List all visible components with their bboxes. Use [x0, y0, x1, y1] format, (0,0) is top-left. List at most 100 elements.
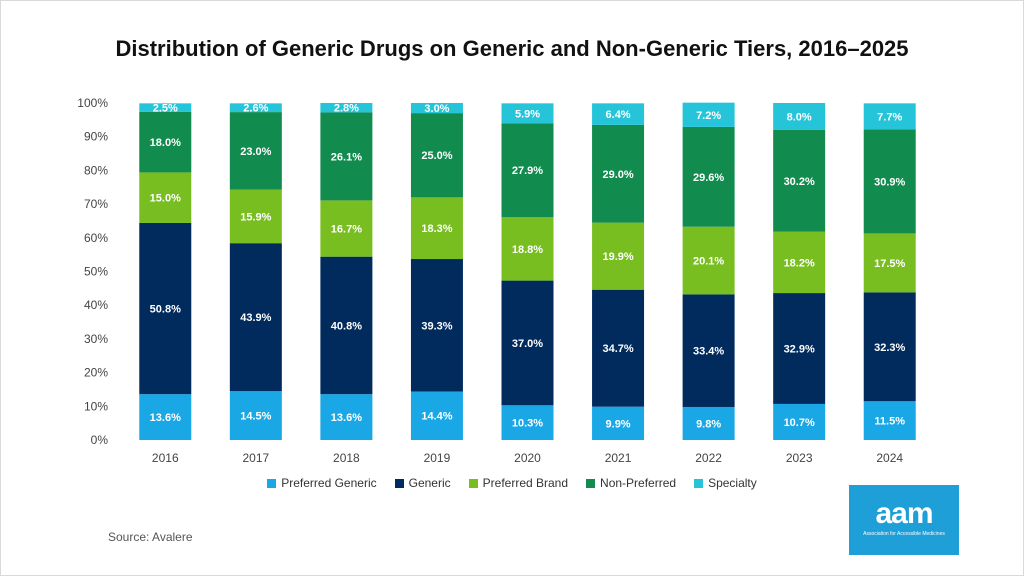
bar-segment	[320, 103, 373, 113]
data-label: 26.1%	[331, 151, 362, 163]
y-tick-label: 40%	[84, 298, 108, 312]
y-tick-label: 90%	[84, 130, 108, 144]
bar-segment	[410, 259, 463, 392]
x-tick-label: 2022	[695, 451, 722, 465]
bar-segment	[592, 222, 645, 290]
bar-segment	[229, 391, 282, 440]
y-tick-label: 50%	[84, 265, 108, 279]
bar-segment	[773, 103, 826, 130]
legend-item: Preferred Brand	[468, 476, 568, 490]
chart-title: Distribution of Generic Drugs on Generic…	[115, 36, 909, 61]
bar-segment	[229, 189, 282, 244]
data-label: 18.0%	[150, 137, 181, 149]
logo-subtitle: Association for Accessible Medicines	[863, 531, 945, 537]
y-tick-label: 70%	[84, 197, 108, 211]
data-label: 14.5%	[240, 411, 271, 423]
data-label: 10.7%	[784, 417, 815, 429]
bar-segment	[229, 112, 282, 190]
data-label: 11.5%	[874, 416, 905, 428]
bar-segment	[592, 406, 645, 440]
bar-segment	[682, 406, 735, 440]
x-tick-label: 2019	[424, 451, 451, 465]
data-label: 5.9%	[515, 108, 540, 120]
data-label: 9.8%	[696, 418, 721, 430]
y-tick-label: 10%	[84, 399, 108, 413]
data-label: 33.4%	[693, 346, 724, 358]
x-tick-label: 2023	[786, 451, 813, 465]
bar-segment	[320, 112, 373, 201]
y-tick-label: 60%	[84, 231, 108, 245]
bar-segment	[773, 231, 826, 294]
data-label: 29.6%	[693, 172, 724, 184]
data-label: 40.8%	[331, 320, 362, 332]
data-label: 34.7%	[602, 343, 633, 355]
legend-item: Non-Preferred	[586, 476, 676, 490]
bar-segment	[501, 103, 554, 124]
data-label: 18.3%	[421, 223, 452, 235]
data-label: 2.5%	[153, 103, 178, 115]
x-tick-label: 2020	[514, 451, 541, 465]
bar-segment	[410, 103, 463, 114]
bar-segment	[501, 123, 554, 218]
data-label: 13.6%	[150, 412, 181, 424]
legend-swatch	[586, 478, 596, 488]
data-label: 30.2%	[784, 176, 815, 188]
bar-segment	[682, 102, 735, 127]
data-label: 19.9%	[602, 251, 633, 263]
bar-segment	[139, 172, 192, 223]
bar-segment	[682, 126, 735, 227]
data-label: 15.9%	[240, 211, 271, 223]
legend-item: Preferred Generic	[267, 476, 377, 490]
bar-segment	[139, 111, 192, 173]
data-label: 7.2%	[696, 110, 721, 122]
bar-segment	[773, 293, 826, 404]
bar-segment	[592, 289, 645, 407]
bar-segment	[320, 394, 373, 440]
data-label: 30.9%	[874, 176, 905, 188]
data-label: 43.9%	[240, 312, 271, 324]
bar-segment	[863, 129, 916, 234]
bar-segment	[682, 294, 735, 407]
data-label: 14.4%	[421, 411, 452, 423]
data-label: 8.0%	[787, 111, 812, 123]
data-label: 17.5%	[874, 258, 905, 270]
data-label: 2.6%	[243, 103, 268, 115]
data-label: 32.3%	[874, 342, 905, 354]
bar-segment	[320, 256, 373, 395]
data-label: 23.0%	[240, 146, 271, 158]
legend-item: Specialty	[694, 476, 757, 490]
y-tick-label: 0%	[91, 433, 109, 447]
data-label: 37.0%	[512, 338, 543, 350]
x-tick-label: 2017	[242, 451, 269, 465]
bar-segment	[863, 103, 916, 130]
y-tick-label: 100%	[77, 96, 108, 110]
data-label: 20.1%	[693, 256, 724, 268]
x-tick-label: 2024	[876, 451, 903, 465]
bar-segment	[229, 243, 282, 392]
x-tick-label: 2021	[605, 451, 632, 465]
data-label: 18.2%	[784, 257, 815, 269]
x-tick-label: 2016	[152, 451, 179, 465]
bar-segment	[410, 197, 463, 260]
data-label: 16.7%	[331, 224, 362, 236]
data-label: 32.9%	[784, 344, 815, 356]
bar-segment	[863, 233, 916, 293]
data-label: 18.8%	[512, 244, 543, 256]
legend-label: Preferred Generic	[281, 476, 377, 490]
bar-segment	[501, 217, 554, 281]
legend-swatch	[267, 478, 277, 488]
data-label: 2.8%	[334, 103, 359, 115]
data-label: 13.6%	[331, 412, 362, 424]
bar-segment	[410, 113, 463, 198]
legend-item: Generic	[394, 476, 451, 490]
bar-segment	[410, 391, 463, 440]
logo-text: aam	[875, 497, 933, 530]
bar-segment	[501, 405, 554, 440]
data-label: 10.3%	[512, 418, 543, 430]
legend-label: Generic	[408, 476, 451, 490]
bar-segment	[773, 403, 826, 440]
data-label: 25.0%	[421, 150, 452, 162]
bar-segment	[863, 292, 916, 402]
data-label: 6.4%	[606, 109, 631, 121]
data-label: 9.9%	[606, 418, 631, 430]
